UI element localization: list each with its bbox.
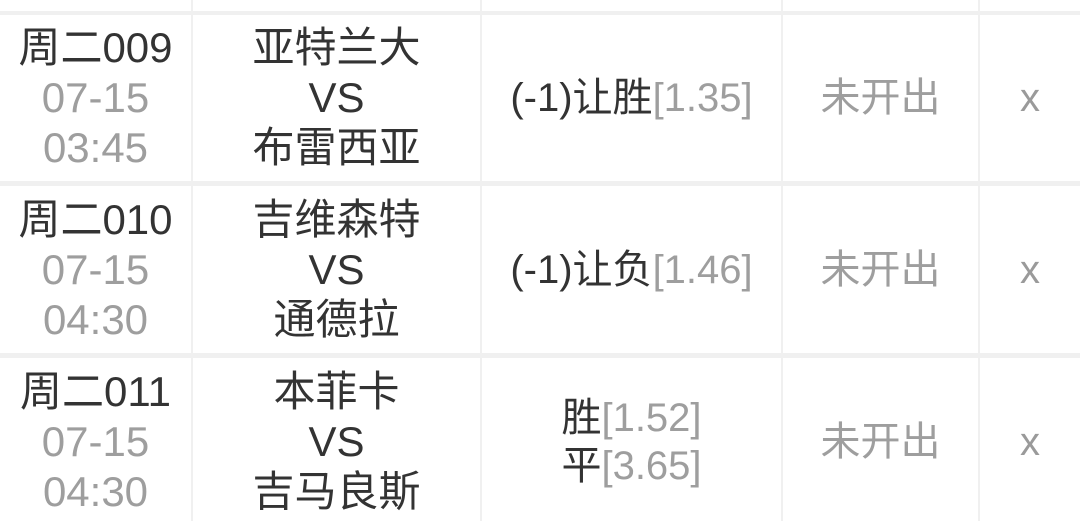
odds-value: [3.65] <box>601 443 702 488</box>
result-status: 未开出 <box>820 76 941 120</box>
close-cell: x <box>980 15 1080 181</box>
remove-row-button[interactable]: x <box>1020 76 1040 120</box>
match-row[interactable]: 周二011 07-15 04:30 本菲卡 VS 吉马良斯 胜[1.52] 平[… <box>0 358 1080 521</box>
odds-pick-label: 胜 <box>561 395 602 440</box>
remove-row-button[interactable]: x <box>1020 247 1040 292</box>
remnant-cell <box>0 0 193 11</box>
match-info-cell: 周二011 07-15 04:30 <box>0 358 193 521</box>
row-divider <box>0 11 1080 15</box>
odds-value: [1.46] <box>652 247 753 292</box>
match-id: 周二009 <box>18 24 173 71</box>
odds-pick-label: (-1)让胜 <box>510 76 653 120</box>
teams-cell: 吉维森特 VS 通德拉 <box>193 186 482 353</box>
remnant-cell <box>783 0 980 11</box>
odds-line: (-1)让负[1.46] <box>510 246 752 294</box>
vs-label: VS <box>308 417 365 465</box>
away-team: 通德拉 <box>273 295 400 343</box>
away-team: 吉马良斯 <box>252 467 421 515</box>
odds-value: [1.52] <box>601 395 702 440</box>
match-id: 周二011 <box>20 367 171 415</box>
odds-line: 胜[1.52] <box>561 394 701 442</box>
remnant-cell <box>193 0 482 11</box>
away-team: 布雷西亚 <box>252 124 421 171</box>
odds-cell: 胜[1.52] 平[3.65] <box>482 358 783 521</box>
vs-label: VS <box>308 74 365 121</box>
match-time: 03:45 <box>42 124 149 171</box>
result-cell: 未开出 <box>783 358 980 521</box>
row-divider <box>0 181 1080 186</box>
result-cell: 未开出 <box>783 15 980 181</box>
vs-label: VS <box>308 245 365 293</box>
previous-row-remnant <box>0 0 1080 11</box>
match-time: 04:30 <box>42 467 149 515</box>
match-row[interactable]: 周二010 07-15 04:30 吉维森特 VS 通德拉 (-1)让负[1.4… <box>0 186 1080 353</box>
remove-row-button[interactable]: x <box>1020 419 1040 464</box>
teams-cell: 本菲卡 VS 吉马良斯 <box>193 358 482 521</box>
odds-value: [1.35] <box>652 76 753 120</box>
row-divider <box>0 353 1080 358</box>
remnant-cell <box>980 0 1080 11</box>
home-team: 亚特兰大 <box>252 24 421 71</box>
match-row[interactable]: 周二009 07-15 03:45 亚特兰大 VS 布雷西亚 (-1)让胜[1.… <box>0 15 1080 181</box>
match-time: 04:30 <box>42 295 149 343</box>
match-info-cell: 周二010 07-15 04:30 <box>0 186 193 353</box>
home-team: 本菲卡 <box>273 367 400 415</box>
odds-pick-label: (-1)让负 <box>510 247 653 292</box>
result-cell: 未开出 <box>783 186 980 353</box>
match-info-cell: 周二009 07-15 03:45 <box>0 15 193 181</box>
result-status: 未开出 <box>820 247 941 292</box>
odds-pick-label: 平 <box>561 443 602 488</box>
match-date: 07-15 <box>41 74 150 121</box>
teams-cell: 亚特兰大 VS 布雷西亚 <box>193 15 482 181</box>
match-id: 周二010 <box>18 195 173 243</box>
match-date: 07-15 <box>41 245 150 293</box>
match-date: 07-15 <box>41 417 150 465</box>
odds-cell: (-1)让负[1.46] <box>482 186 783 353</box>
close-cell: x <box>980 358 1080 521</box>
result-status: 未开出 <box>820 419 941 464</box>
odds-cell: (-1)让胜[1.35] <box>482 15 783 181</box>
odds-line: (-1)让胜[1.35] <box>510 74 752 122</box>
odds-line: 平[3.65] <box>561 442 701 490</box>
home-team: 吉维森特 <box>252 195 421 243</box>
close-cell: x <box>980 186 1080 353</box>
remnant-cell <box>482 0 783 11</box>
